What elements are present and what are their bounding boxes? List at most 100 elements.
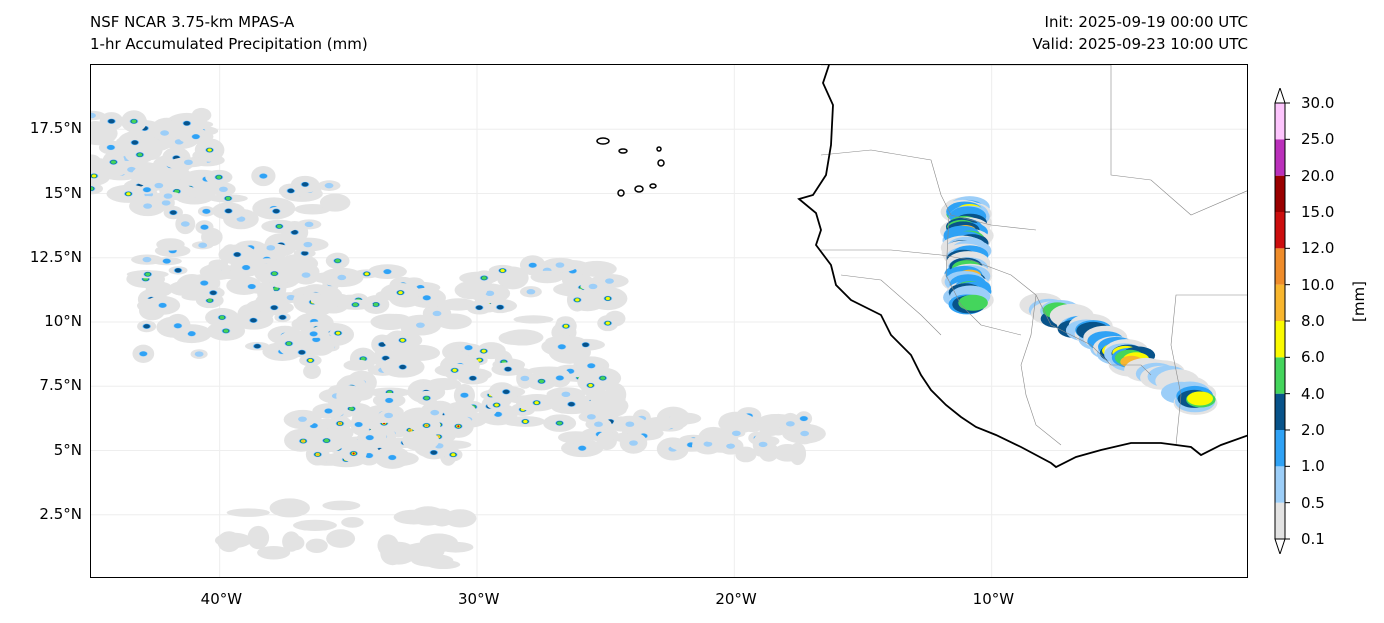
- precip-area: [742, 422, 762, 433]
- precip-cell: [184, 159, 193, 166]
- precip-cell: [605, 278, 614, 284]
- precip-cell: [234, 252, 241, 257]
- precip-area: [326, 529, 356, 548]
- precip-cell: [161, 200, 171, 206]
- precip-cell: [451, 453, 456, 457]
- precip-cell: [137, 152, 143, 157]
- precip-area: [247, 525, 270, 550]
- precip-cell: [385, 398, 393, 403]
- init-time: Init: 2025-09-19 00:00 UTC: [1044, 13, 1248, 31]
- precip-cell: [382, 356, 389, 361]
- precip-area: [204, 263, 222, 281]
- precip-area: [668, 412, 702, 425]
- map-canvas: [91, 65, 1247, 577]
- colorbar-swatch: [1275, 357, 1285, 394]
- colorbar-tick-label: 8.0: [1301, 312, 1325, 330]
- colorbar-swatch: [1275, 212, 1285, 249]
- precip-cell: [225, 196, 231, 201]
- precip-cell: [279, 315, 286, 320]
- precip-cell: [143, 324, 150, 329]
- colorbar-tick-label: 0.1: [1301, 530, 1325, 548]
- colorbar-swatch: [1275, 139, 1285, 176]
- precip-cell: [143, 203, 153, 209]
- precip-area: [440, 298, 477, 311]
- precip-cell: [430, 409, 440, 416]
- precip-cell: [202, 208, 211, 214]
- precip-cell: [398, 291, 403, 295]
- precip-area: [642, 416, 679, 430]
- precip-cell: [605, 321, 610, 325]
- precip-area: [257, 545, 291, 560]
- lat-tick-label: 10°N: [44, 312, 82, 330]
- precip-cell: [271, 271, 278, 276]
- precip-area: [393, 509, 434, 525]
- precip-area: [269, 498, 310, 518]
- precip-cell: [219, 186, 228, 193]
- precip-cell: [477, 358, 482, 362]
- precip-cell: [276, 224, 282, 229]
- precip-cell: [287, 188, 295, 193]
- precip-cell: [588, 283, 598, 290]
- precip-cell: [183, 121, 191, 126]
- precip-cell: [605, 296, 610, 300]
- precip-cell: [586, 414, 596, 420]
- lon-tick-label: 30°W: [458, 590, 500, 608]
- colorbar-swatch: [1275, 321, 1285, 358]
- precip-cell: [323, 438, 330, 443]
- precip-cell: [568, 402, 575, 407]
- precip-cell: [476, 305, 483, 310]
- precip-cell: [348, 406, 355, 411]
- precip-cell: [142, 256, 152, 263]
- precip-cell: [703, 441, 713, 447]
- precip-area: [513, 315, 554, 324]
- precip-cell: [298, 350, 306, 355]
- precip-area: [305, 538, 328, 554]
- colorbar-tick-label: 15.0: [1301, 203, 1335, 221]
- colorbar-extend-max: [1274, 88, 1286, 104]
- precip-cell: [298, 416, 307, 422]
- colorbar-tick-label: 12.0: [1301, 239, 1335, 258]
- lon-tick-label: 10°W: [972, 590, 1015, 608]
- precip-area: [322, 500, 361, 511]
- precip-cell: [309, 331, 318, 337]
- precip-area: [336, 385, 363, 408]
- precip-area: [700, 432, 736, 443]
- colorbar-tick-label: 4.0: [1301, 384, 1325, 403]
- precip-cell: [388, 455, 397, 460]
- precip-cell: [108, 119, 115, 124]
- precip-area: [214, 532, 252, 549]
- precip-cell: [364, 272, 369, 276]
- precip-area: [226, 508, 270, 517]
- precip-cell: [523, 420, 528, 424]
- precip-cell: [131, 140, 139, 145]
- precip-cell: [365, 453, 373, 458]
- precip-cell: [594, 421, 603, 427]
- colorbar-tick-label: 0.5: [1301, 493, 1325, 512]
- precip-cell: [558, 344, 566, 350]
- precip-cell: [139, 351, 148, 357]
- colorbar-swatch: [1275, 393, 1285, 430]
- precip-area: [402, 542, 445, 561]
- precip-cell: [219, 315, 225, 320]
- precip-cell: [324, 408, 333, 414]
- precip-cell: [92, 174, 97, 178]
- precip-cell: [582, 342, 589, 347]
- precip-cell: [409, 429, 412, 432]
- precip-cell: [174, 189, 180, 194]
- precip-cell: [424, 396, 430, 400]
- colorbar-swatch: [1275, 103, 1285, 140]
- colorbar-tick-label: 6.0: [1301, 348, 1325, 367]
- precip-area: [286, 535, 305, 551]
- lat-tick-label: 15°N: [44, 183, 82, 202]
- precip-cell: [110, 160, 117, 164]
- precip-cell: [207, 148, 212, 152]
- precip-cell: [500, 269, 505, 273]
- precip-cell: [174, 323, 182, 329]
- precip-cell: [534, 401, 539, 405]
- precip-cell: [502, 389, 510, 394]
- precip-cell: [304, 221, 314, 228]
- precip-cell: [126, 192, 131, 196]
- precip-cell: [494, 403, 499, 407]
- precip-cell: [301, 182, 309, 187]
- precip-cell: [383, 269, 392, 275]
